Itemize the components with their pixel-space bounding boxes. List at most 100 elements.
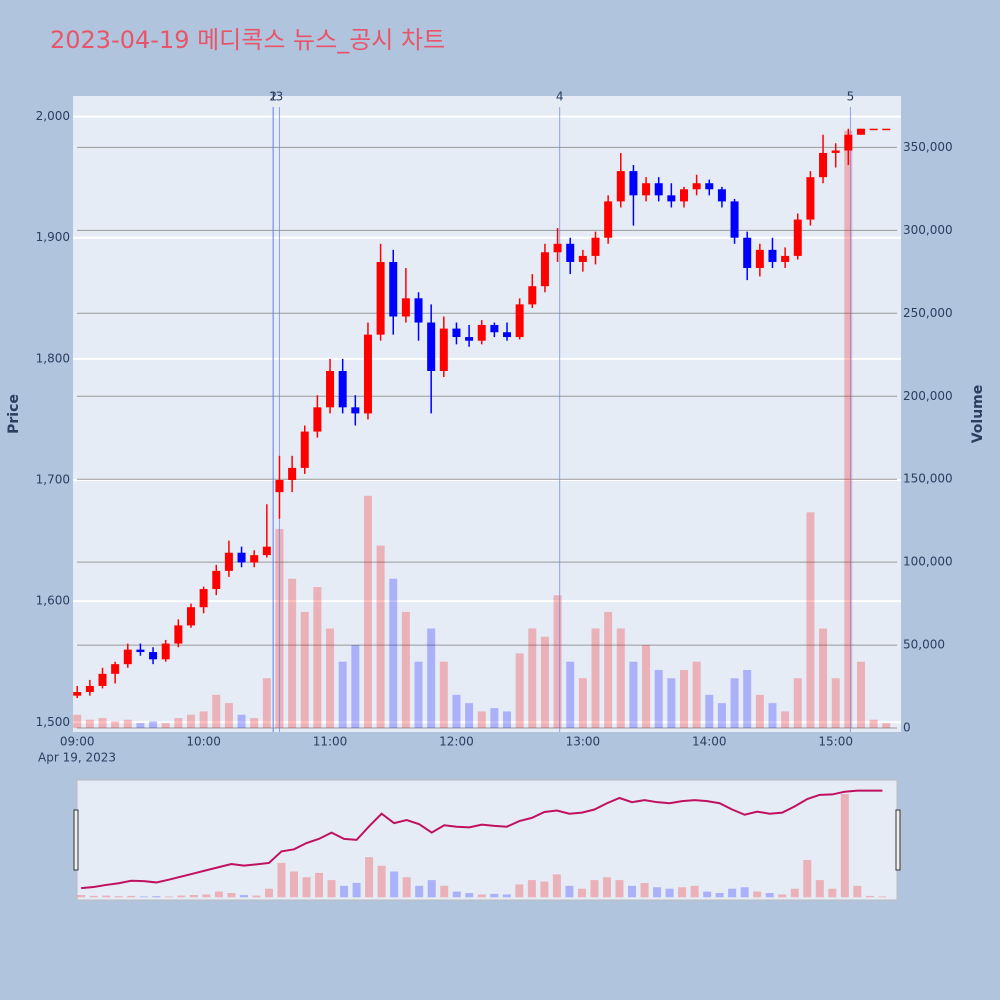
y-axis-title: Price — [6, 394, 22, 434]
slider-price-line — [81, 789, 883, 890]
y2-tick-label: 0 — [903, 721, 911, 735]
y-tick-label: 1,800 — [36, 351, 70, 365]
slider-handle[interactable] — [895, 809, 901, 871]
slider-volume-bar — [102, 895, 111, 898]
volume-bar — [793, 678, 802, 729]
slider-volume-bar — [715, 893, 724, 898]
slider-volume-bar — [427, 880, 436, 898]
slider-volume-bar — [164, 896, 173, 898]
slider-handle[interactable] — [73, 809, 79, 871]
candle-body — [136, 649, 145, 653]
volume-bar — [389, 578, 398, 729]
slider-volume-bar — [828, 888, 837, 898]
candle-body — [85, 685, 94, 693]
volume-bar — [781, 711, 790, 729]
slider-volume-bar — [352, 882, 361, 898]
slider-volume-bar — [865, 895, 874, 898]
candle-body — [882, 128, 891, 131]
volume-bar — [629, 661, 638, 729]
candle-body — [224, 552, 233, 571]
volume-bar — [856, 661, 865, 729]
candle-body — [540, 252, 549, 287]
slider-volume-bar — [127, 895, 136, 898]
slider-volume-bar — [252, 895, 261, 898]
candle-body — [654, 183, 663, 196]
volume-bar — [566, 661, 575, 729]
slider-volume-bar — [315, 872, 324, 898]
candle-body — [338, 370, 347, 408]
volume-bar — [465, 703, 474, 729]
candle-body — [629, 171, 638, 196]
range-slider[interactable] — [76, 779, 898, 901]
date-label: Apr 19, 2023 — [38, 751, 116, 765]
slider-volume-bar — [477, 894, 486, 898]
candle-body — [262, 546, 271, 556]
slider-volume-bar — [114, 896, 123, 898]
volume-bar — [326, 628, 335, 729]
candle-body — [439, 328, 448, 371]
slider-volume-bar — [340, 885, 349, 898]
slider-volume-bar — [690, 885, 699, 898]
candle-body — [856, 128, 865, 135]
candle-body — [793, 219, 802, 256]
slider-volume-bar — [365, 857, 374, 898]
volume-bar — [503, 711, 512, 729]
candle-body — [199, 589, 208, 608]
candle-body — [313, 407, 322, 432]
candle-body — [616, 171, 625, 202]
candle-body — [819, 152, 828, 178]
x-tick-label: 10:00 — [186, 735, 221, 749]
slider-volume-bar — [465, 893, 474, 898]
x-tick-label: 13:00 — [566, 735, 601, 749]
volume-bar — [351, 645, 360, 729]
candle-body — [111, 664, 120, 674]
slider-volume-bar — [565, 885, 574, 898]
slider-volume-bar — [402, 877, 411, 898]
slider-volume-bar — [202, 894, 211, 898]
y-tick-label: 1,900 — [36, 230, 70, 244]
volume-bar — [73, 714, 82, 729]
slider-volume-bar — [214, 891, 223, 898]
slider-volume-bar — [289, 871, 298, 898]
slider-volume-bar — [77, 895, 86, 898]
slider-volume-bar — [740, 887, 749, 898]
volume-bar — [755, 694, 764, 729]
candle-body — [667, 195, 676, 202]
candle-body — [566, 243, 575, 262]
candle-body — [250, 555, 259, 563]
slider-volume-bar — [540, 881, 549, 898]
x-tick-label: 11:00 — [313, 735, 348, 749]
slider-volume-bar — [765, 893, 774, 898]
candle-body — [730, 201, 739, 238]
volume-bar — [376, 545, 385, 729]
candle-body — [490, 324, 499, 333]
volume-bar — [654, 669, 663, 729]
slider-volume-bar — [277, 862, 286, 898]
slider-volume-bar — [89, 895, 98, 898]
x-tick-label: 14:00 — [692, 735, 727, 749]
candle-body — [174, 625, 183, 644]
candle-body — [452, 328, 461, 338]
event-label: 3 — [276, 90, 284, 104]
volume-bar — [540, 636, 549, 729]
slider-volume-bar — [853, 885, 862, 898]
slider-volume-bar — [615, 880, 624, 898]
slider-volume-bar — [602, 877, 611, 898]
volume-bar — [831, 678, 840, 729]
volume-bar — [427, 628, 436, 729]
slider-volume-bar — [728, 888, 737, 898]
volume-bar — [439, 661, 448, 729]
slider-volume-bar — [302, 877, 311, 898]
volume-bar — [869, 719, 878, 729]
y2-tick-label: 300,000 — [903, 223, 953, 237]
volume-bar — [174, 718, 183, 729]
x-tick-label: 12:00 — [439, 735, 474, 749]
event-label: 4 — [556, 90, 564, 104]
volume-bar — [553, 595, 562, 729]
volume-bar — [667, 678, 676, 729]
volume-bar — [490, 708, 499, 729]
volume-bar — [237, 714, 246, 729]
candle-body — [705, 183, 714, 190]
candle-body — [806, 177, 815, 220]
